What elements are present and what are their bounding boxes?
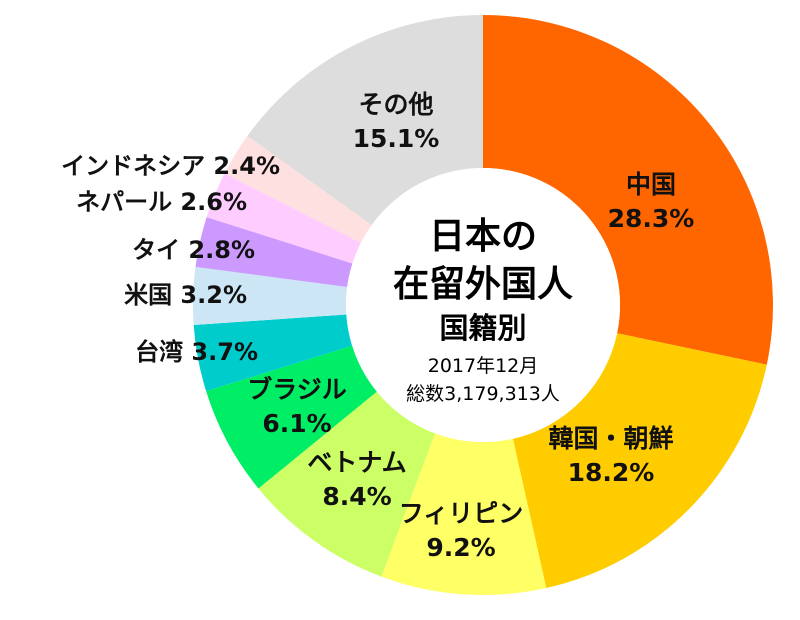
slice-label-value: 15.1% — [353, 124, 440, 153]
donut-slice-1 — [483, 15, 773, 365]
slice-label-name: ベトナム — [307, 448, 406, 477]
slice-label-name: ブラジル — [247, 375, 347, 404]
slice-label-name: フィリピン — [399, 499, 524, 528]
donut-slices — [192, 15, 773, 595]
chart-title-line-1: 日本の — [429, 216, 537, 257]
slice-label-value: 8.4% — [322, 482, 391, 511]
donut-slice-8 — [195, 217, 353, 287]
donut-slice-5 — [206, 345, 377, 489]
slice-label-value: 9.2% — [426, 533, 495, 562]
chart-title-line-3: 国籍別 — [439, 311, 526, 345]
slice-labels: 中国 28.3% 韓国・朝鮮 18.2% フィリピン 9.2% ベトナム 8.4% ブラジル 6.… — [61, 90, 694, 562]
donut-slice-7 — [192, 266, 348, 326]
slice-label: 台湾 3.7% — [135, 338, 258, 366]
slice-label-name: 韓国・朝鮮 — [548, 424, 673, 453]
slice-label: ネパール 2.6% — [76, 188, 247, 216]
slice-label-name: その他 — [358, 90, 433, 119]
donut-slice-9 — [206, 173, 361, 264]
slice-label-name: 中国 — [626, 170, 676, 199]
slice-label: タイ 2.8% — [132, 236, 255, 264]
chart-total: 総数3,179,313人 — [406, 383, 560, 405]
donut-center-hole — [346, 168, 620, 442]
slice-label: 米国 3.2% — [124, 281, 247, 309]
donut-slice-6 — [193, 314, 353, 392]
donut-slice-10 — [224, 136, 372, 243]
center-label-group: 日本の 在留外国人 国籍別 2017年12月 総数3,179,313人 — [393, 216, 573, 405]
slice-label-value: 28.3% — [608, 204, 695, 233]
slice-label-value: 18.2% — [568, 458, 655, 487]
donut-slice-11 — [247, 15, 483, 226]
chart-date: 2017年12月 — [428, 355, 539, 377]
donut-slice-3 — [381, 433, 547, 595]
slice-label-value: 6.1% — [262, 409, 331, 438]
donut-slice-4 — [258, 391, 435, 577]
chart-title-line-2: 在留外国人 — [393, 264, 573, 305]
donut-slice-2 — [512, 333, 767, 589]
slice-label: インドネシア 2.4% — [61, 152, 280, 180]
